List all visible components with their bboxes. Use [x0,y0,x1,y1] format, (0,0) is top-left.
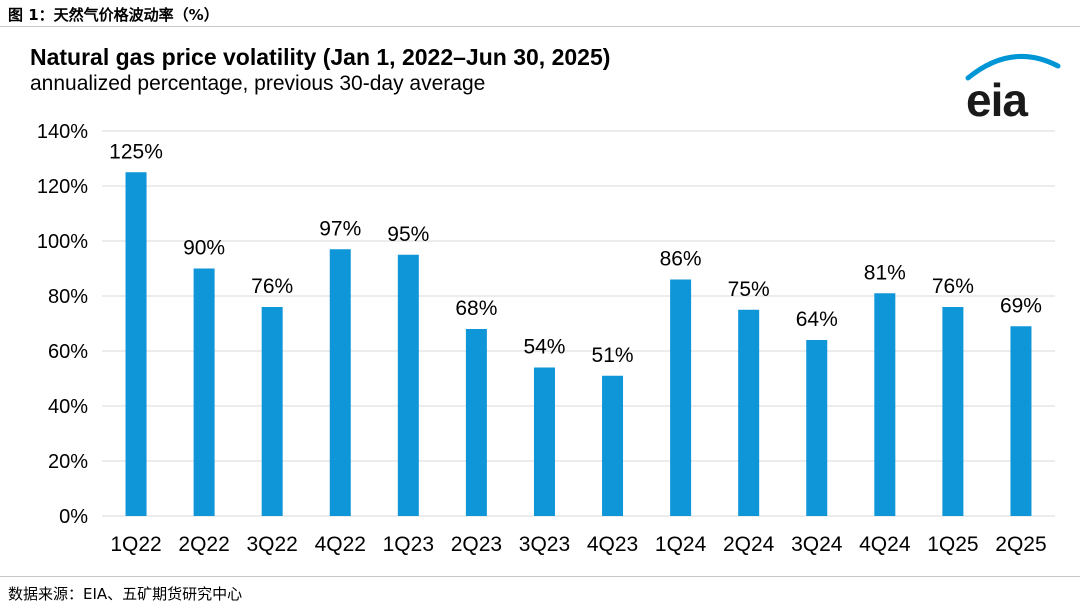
data-label: 86% [660,248,702,271]
bar [942,307,964,516]
bar [874,293,896,516]
svg-text:eia: eia [966,74,1028,124]
data-label: 76% [932,275,974,298]
data-label: 68% [455,297,497,320]
bar [1010,326,1032,516]
x-tick-label: 3Q23 [519,533,570,556]
x-tick-label: 1Q23 [383,533,434,556]
y-tick-label: 20% [48,451,88,473]
chart-title: Natural gas price volatility (Jan 1, 202… [30,44,611,70]
x-tick-label: 2Q25 [995,533,1046,556]
bar [329,249,351,516]
y-tick-label: 0% [59,506,88,528]
data-label: 125% [109,140,163,163]
bar [397,254,419,516]
y-tick-label: 100% [37,231,88,253]
chart-subtitle: annualized percentage, previous 30-day a… [30,72,486,95]
x-tick-label: 2Q24 [723,533,775,556]
data-label: 54% [523,336,565,359]
y-tick-label: 140% [37,121,88,143]
eia-logo: eia [965,53,1061,124]
data-label: 81% [864,261,906,284]
x-tick-label: 1Q22 [110,533,161,556]
bar [533,367,555,516]
bar [261,307,283,516]
caption-divider [0,26,1080,27]
x-tick-label: 4Q22 [315,533,366,556]
bar [806,340,828,516]
y-tick-label: 40% [48,396,88,418]
bar-chart: 0% 20% 40% 60% 80% 100% 120% 140% 125% 1Q22 90% 2Q2… [37,121,1055,556]
data-label: 51% [592,344,634,367]
data-label: 75% [728,278,770,301]
bar [125,172,147,516]
data-label: 64% [796,308,838,331]
data-label: 69% [1000,294,1042,317]
x-tick-label: 4Q24 [859,533,911,556]
data-label: 97% [319,217,361,240]
x-tick-label: 2Q22 [178,533,229,556]
bar [670,279,692,516]
bar [193,268,215,516]
y-tick-label: 60% [48,341,88,363]
source-note: 数据来源：EIA、五矿期货研究中心 [8,585,243,603]
data-label: 76% [251,275,293,298]
x-tick-label: 3Q24 [791,533,843,556]
y-tick-label: 80% [48,286,88,308]
y-tick-label: 120% [37,176,88,198]
bar [738,309,760,516]
figure-caption: 图 1：天然气价格波动率（%） [8,6,219,24]
source-divider [0,576,1080,577]
x-tick-label: 2Q23 [451,533,502,556]
x-tick-label: 1Q25 [927,533,978,556]
x-tick-label: 4Q23 [587,533,638,556]
x-tick-label: 1Q24 [655,533,707,556]
x-tick-label: 3Q22 [246,533,297,556]
bar [465,329,487,516]
data-label: 90% [183,237,225,260]
bar [602,375,624,516]
data-label: 95% [387,223,429,246]
